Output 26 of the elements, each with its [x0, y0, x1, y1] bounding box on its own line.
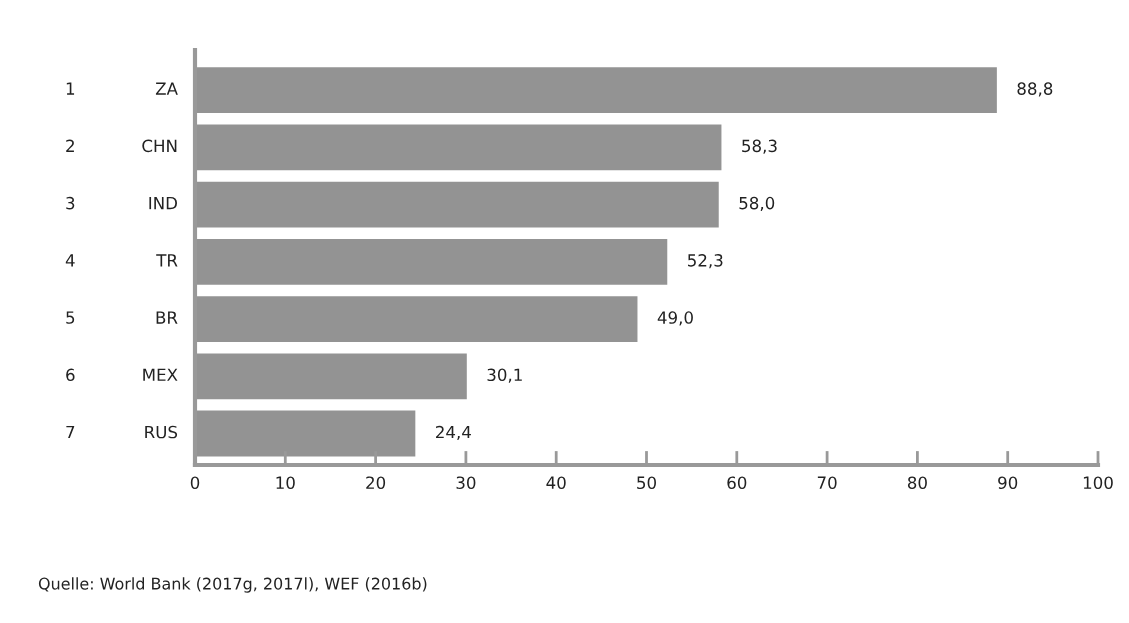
x-tick-label: 30: [456, 476, 476, 490]
data-label: 24,4: [436, 425, 471, 441]
x-tick-label: 100: [1083, 476, 1113, 490]
data-label: 52,3: [688, 254, 723, 269]
x-tick-label: 70: [817, 476, 837, 490]
x-tick-label: 60: [727, 476, 747, 490]
x-tick-label: 20: [366, 476, 386, 490]
category-label: 7 RUS: [66, 425, 178, 439]
data-label: 58,3: [742, 139, 777, 154]
category-label: 1 ZA: [66, 82, 178, 95]
category-label: 4 TR: [65, 254, 178, 267]
category-label: 5 BR: [66, 311, 178, 324]
x-tick-label: 80: [907, 476, 927, 490]
category-label: 2 CHN: [66, 139, 177, 153]
category-label: 3 IND: [66, 196, 178, 210]
x-tick-label: 0: [190, 476, 200, 490]
data-label: 88,8: [1017, 82, 1053, 97]
data-label: 49,0: [657, 311, 693, 326]
category-label: 6 MEX: [66, 368, 178, 382]
data-label: 30,1: [487, 368, 522, 383]
data-label: 58,0: [739, 196, 775, 212]
x-tick-label: 10: [276, 476, 295, 490]
source-note: Quelle: World Bank (2017g, 2017l), WEF (2016b): [38, 577, 427, 593]
x-tick-label: 90: [998, 476, 1018, 490]
x-tick-label: 50: [637, 476, 656, 490]
x-tick-label: 40: [546, 476, 566, 490]
